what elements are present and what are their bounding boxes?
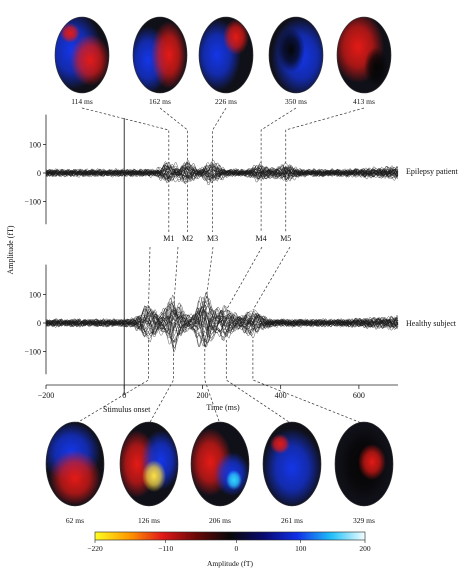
x-tick-label: −200 — [38, 391, 55, 400]
colorbar-label: Amplitude (fT) — [207, 559, 254, 568]
topographic-map-top-3 — [198, 16, 254, 94]
field-region — [151, 21, 187, 89]
head-outline — [268, 16, 324, 94]
axes: 100 0 −100 100 0 −100 −200 0 200 400 600 — [24, 114, 398, 400]
stimulus-onset-label: Stimulus onset — [103, 405, 151, 414]
y-axis-label: Amplitude (fT) — [6, 225, 15, 274]
trace-bundle-healthy — [45, 291, 399, 353]
field-region — [142, 460, 166, 492]
peak-connector-mid — [225, 246, 263, 311]
map-time-label: 413 ms — [353, 97, 375, 106]
y-tick-label: 0 — [37, 319, 41, 328]
peak-label: M4 — [256, 234, 267, 243]
labels: Time (ms) Amplitude (fT) Stimulus onset Epi… — [6, 97, 459, 525]
series-label-epilepsy: Epilepsy patient — [406, 167, 459, 176]
peak-connector-bottom — [148, 340, 174, 425]
connector-lines — [74, 107, 365, 425]
colorbar-tick-label: 100 — [295, 544, 307, 553]
topographic-map-bottom-1 — [45, 421, 105, 507]
y-tick-label: 100 — [29, 141, 41, 150]
series-label-healthy: Healthy subject — [406, 319, 457, 328]
topographic-maps — [45, 16, 394, 507]
map-time-label: 162 ms — [149, 97, 171, 106]
trace-line — [45, 301, 399, 330]
colorbar-tick-label: 200 — [359, 544, 371, 553]
map-time-label: 226 ms — [215, 97, 237, 106]
field-region — [270, 434, 290, 454]
peak-connector-mid — [252, 246, 291, 311]
trace-line — [45, 311, 399, 335]
head-outline — [198, 16, 254, 94]
peak-label: M3 — [207, 234, 218, 243]
head-outline — [119, 421, 179, 507]
field-region — [60, 23, 80, 43]
peak-connector-top — [81, 107, 170, 232]
peak-label: M5 — [280, 234, 291, 243]
x-tick-label: 400 — [275, 391, 287, 400]
peak-connector-mid — [173, 246, 179, 311]
topographic-map-top-1 — [54, 16, 110, 94]
colorbar-tick-label: 0 — [235, 544, 239, 553]
field-region — [277, 28, 305, 72]
map-time-label: 126 ms — [138, 516, 160, 525]
trace-line — [45, 164, 399, 176]
head-outline — [190, 421, 250, 507]
topographic-map-top-5 — [336, 16, 392, 94]
trace-line — [45, 169, 399, 182]
trace-line — [45, 292, 399, 326]
x-axis: −200 0 200 400 600 — [38, 384, 398, 400]
field-region — [49, 450, 101, 506]
topographic-map-bottom-2 — [119, 421, 179, 507]
y-tick-label: −100 — [24, 198, 41, 207]
head-outline — [54, 16, 110, 94]
map-time-label: 114 ms — [71, 97, 93, 106]
peak-connector-mid — [148, 246, 151, 311]
head-outline — [132, 16, 188, 94]
field-region — [70, 34, 109, 86]
head-outline — [262, 421, 322, 507]
y-tick-label: 100 — [29, 291, 41, 300]
x-tick-label: 200 — [196, 391, 208, 400]
trace-line — [45, 166, 399, 182]
map-time-label: 206 ms — [209, 516, 231, 525]
map-time-label: 261 ms — [281, 516, 303, 525]
traces — [45, 159, 399, 353]
colorbar-tick-label: −110 — [158, 544, 173, 553]
field-region — [223, 19, 249, 55]
peak-connector-top — [285, 107, 365, 232]
topographic-map-bottom-5 — [334, 421, 394, 507]
topographic-map-bottom-3 — [190, 421, 250, 507]
colorbar-gradient — [94, 531, 366, 541]
map-time-label: 350 ms — [285, 97, 307, 106]
peak-connector-bottom — [252, 340, 365, 425]
y-tick-label: 0 — [37, 169, 41, 178]
x-axis-label: Time (ms) — [206, 403, 240, 412]
head-outline — [336, 16, 392, 94]
field-region — [226, 470, 242, 490]
peak-connector-top — [260, 107, 297, 232]
map-time-label: 62 ms — [66, 516, 84, 525]
map-time-label: 329 ms — [353, 516, 375, 525]
y-axis-healthy: 100 0 −100 — [24, 264, 47, 375]
topographic-map-top-2 — [132, 16, 188, 94]
head-outline — [45, 421, 105, 507]
head-outline — [334, 421, 394, 507]
trace-line — [45, 300, 399, 329]
trace-bundle-epilepsy — [45, 159, 399, 186]
y-axis-epilepsy: 100 0 −100 — [24, 114, 47, 225]
field-region — [364, 47, 388, 87]
peak-connector-mid — [204, 246, 214, 311]
y-tick-label: −100 — [24, 348, 41, 357]
colorbar: −220 −110 0 100 200 Amplitude (fT) — [87, 531, 371, 568]
peak-label: M1 — [163, 234, 174, 243]
colorbar-tick-label: −220 — [87, 544, 103, 553]
x-tick-label: 600 — [353, 391, 365, 400]
x-tick-label: 0 — [122, 391, 126, 400]
topographic-map-bottom-4 — [262, 421, 322, 507]
field-region — [358, 444, 386, 480]
topographic-map-top-4 — [268, 16, 324, 94]
peak-label: M2 — [182, 234, 193, 243]
